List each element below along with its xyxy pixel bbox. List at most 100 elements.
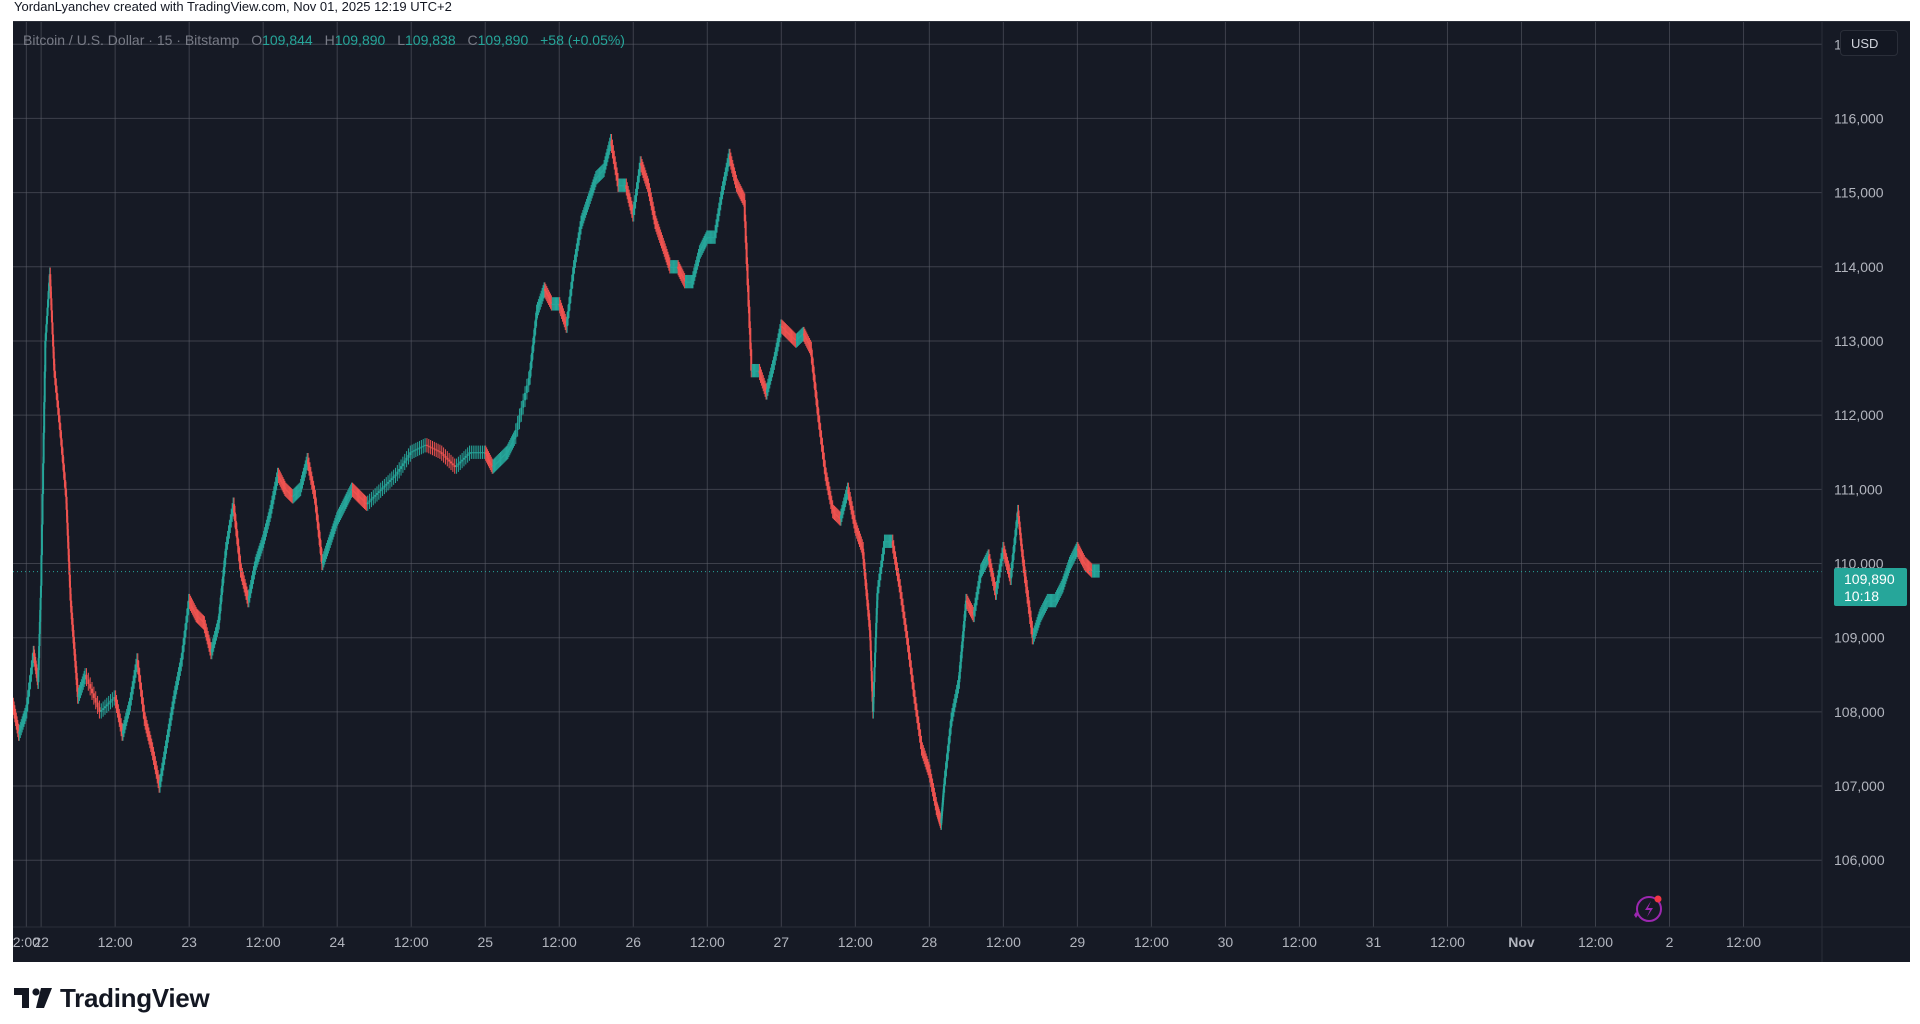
candle-body	[253, 568, 256, 573]
candle-body	[351, 489, 354, 491]
candle-body	[647, 185, 650, 190]
candle-body	[1063, 577, 1066, 581]
candle-body	[159, 774, 162, 781]
candle-body	[168, 724, 171, 731]
candle-body	[741, 196, 744, 199]
sparkle-bolt-icon[interactable]	[1634, 895, 1662, 922]
chart-pane[interactable]: 106,000 107,000 108,000 109,000 110,000 111,0…	[13, 21, 1910, 962]
candle-body	[614, 162, 617, 169]
candle-body	[228, 526, 231, 532]
candle-body	[92, 693, 95, 698]
candle-body	[49, 274, 52, 287]
candle-body	[836, 515, 839, 517]
candle-body	[698, 251, 701, 256]
candle-body	[134, 665, 137, 672]
candle-body	[40, 524, 43, 556]
candle-body	[344, 500, 347, 503]
candle-body	[906, 637, 909, 646]
candle-body	[842, 504, 845, 508]
candle-body	[248, 591, 251, 596]
candle-body	[560, 309, 563, 313]
candle-body	[1000, 554, 1003, 560]
candle-body	[1041, 609, 1044, 612]
candle-body	[640, 162, 643, 166]
candle-body	[1014, 528, 1017, 537]
candle-body	[368, 500, 371, 503]
candle-body	[761, 378, 764, 382]
candle-body	[826, 479, 829, 484]
candle-body	[876, 586, 879, 594]
candle-body	[510, 442, 513, 445]
x-tick-label: 22	[33, 934, 49, 950]
candle-body	[48, 282, 51, 291]
candle-body	[1021, 550, 1024, 557]
candle-body	[629, 200, 632, 204]
x-tick-label: 12:00	[394, 934, 429, 950]
candle-body	[579, 227, 582, 234]
candle-body	[821, 444, 824, 453]
candle-body	[1069, 561, 1072, 564]
candle-body	[545, 292, 548, 295]
candle-body	[275, 479, 278, 484]
candle-body	[598, 174, 601, 176]
candle-body	[221, 576, 224, 586]
candle-body	[285, 490, 288, 492]
candle-body	[398, 468, 401, 472]
legend-open-label: O	[251, 32, 263, 48]
candle-body	[988, 556, 991, 561]
candle-body	[803, 335, 806, 338]
candle-body	[926, 765, 929, 769]
candle-body	[67, 535, 70, 549]
candle-body	[571, 274, 574, 282]
candle-body	[530, 361, 533, 370]
candle-body	[910, 667, 913, 675]
candle-body	[744, 221, 747, 243]
candle-body	[950, 719, 953, 728]
candle-body	[948, 735, 951, 745]
candle-body	[111, 698, 114, 701]
currency-button[interactable]: USD	[1840, 30, 1898, 56]
candle-body	[362, 500, 365, 502]
candle-body	[767, 381, 770, 386]
candle-body	[315, 505, 318, 514]
candle-body	[1044, 604, 1047, 607]
candle-body	[490, 463, 493, 466]
candle-body	[483, 452, 486, 454]
candle-body	[348, 493, 351, 495]
candle-body	[608, 144, 611, 149]
candle-body	[522, 400, 525, 408]
candle-body	[451, 463, 454, 466]
candle-body	[1026, 586, 1029, 597]
candle-body	[486, 455, 489, 458]
x-tick-label: 12:00	[98, 934, 133, 950]
candle-body	[566, 318, 569, 327]
candle-body	[262, 537, 265, 542]
candle-body	[450, 461, 453, 464]
candle-body	[126, 711, 129, 716]
tradingview-logo[interactable]: TradingView	[14, 983, 210, 1013]
candle-body	[645, 179, 648, 183]
candle-body	[968, 606, 971, 609]
candle-body	[1068, 563, 1071, 567]
candle-body	[16, 723, 19, 727]
candle-body	[625, 185, 628, 189]
candle-body	[425, 444, 428, 446]
candle-body	[909, 659, 912, 668]
candle-body	[392, 476, 395, 479]
candle-body	[182, 645, 185, 653]
candle-body	[336, 517, 339, 520]
candle-body	[407, 455, 410, 458]
candle-body	[695, 263, 698, 267]
candle-body	[96, 702, 99, 708]
candle-body	[320, 555, 323, 564]
candle-body	[935, 803, 938, 809]
candle-body	[768, 378, 771, 382]
candle-body	[815, 390, 818, 399]
candle-body	[247, 595, 250, 601]
x-tick-label: 28	[922, 934, 938, 950]
candle-body	[210, 648, 213, 653]
candle-body	[234, 520, 237, 530]
price-chart[interactable]: 106,000 107,000 108,000 109,000 110,000 111,0…	[13, 22, 1910, 962]
candle-body	[344, 502, 347, 505]
candle-body	[509, 444, 512, 447]
